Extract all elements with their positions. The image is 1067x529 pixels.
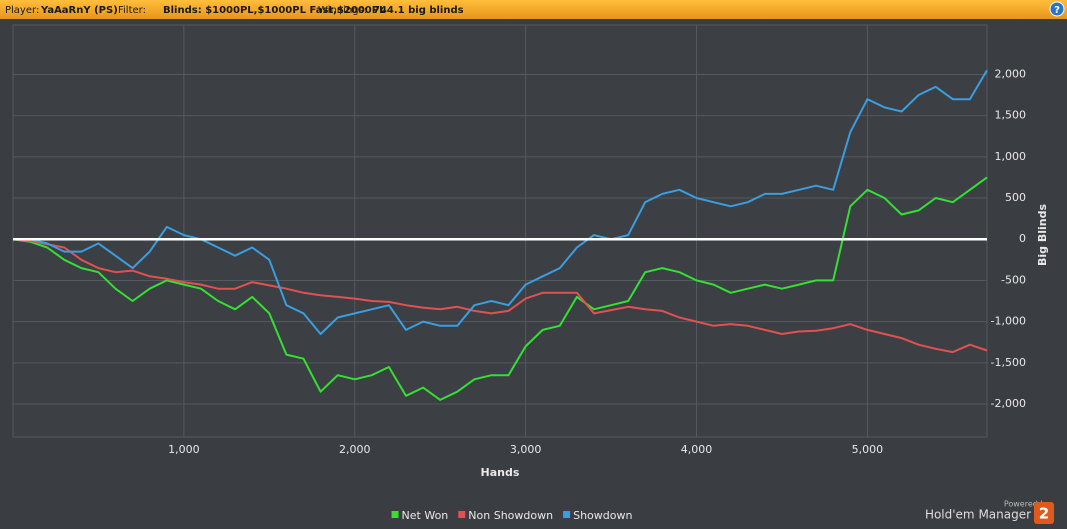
legend-label: Showdown bbox=[573, 509, 632, 522]
player: YaAaRnY (PS) bbox=[40, 5, 118, 16]
y-tick-label: 1,500 bbox=[995, 109, 1027, 122]
y-tick-label: -500 bbox=[1001, 273, 1026, 286]
filter-label: Filter: bbox=[118, 5, 146, 16]
winnings: 744.1 big blinds bbox=[373, 5, 464, 16]
brand-name: Hold'em Manager bbox=[925, 508, 1031, 522]
series-line bbox=[12, 238, 988, 354]
legend-swatch bbox=[563, 511, 571, 518]
legend-label: Net Won bbox=[402, 509, 449, 522]
legend-label: Non Showdown bbox=[468, 509, 553, 522]
y-tick-label: 500 bbox=[1005, 191, 1026, 204]
header: Player: YaAaRnY (PS) Filter: Blinds: $10… bbox=[0, 0, 1067, 19]
y-tick-label: -1,000 bbox=[991, 315, 1026, 328]
y-tick-label: 0 bbox=[1019, 232, 1026, 245]
winnings-label: Winnings: bbox=[318, 5, 367, 16]
header-bar bbox=[0, 0, 1067, 19]
powered-by: Powered by bbox=[1004, 500, 1051, 509]
x-tick-label: 1,000 bbox=[168, 443, 200, 456]
series-line bbox=[12, 176, 988, 401]
brand-logo bbox=[1034, 502, 1054, 524]
x-tick-label: 2,000 bbox=[339, 443, 371, 456]
y-tick-label: 1,000 bbox=[995, 150, 1027, 163]
legend-swatch bbox=[458, 511, 466, 518]
brand-logo-text: 2 bbox=[1039, 505, 1049, 523]
series-line bbox=[13, 69, 988, 335]
x-tick-label: 5,000 bbox=[852, 443, 884, 456]
y-tick-label: 2,000 bbox=[995, 67, 1027, 80]
y-tick-label: -1,500 bbox=[991, 356, 1026, 369]
y-tick-label: -2,000 bbox=[991, 397, 1026, 410]
legend-swatch bbox=[391, 511, 399, 518]
x-tick-label: 3,000 bbox=[510, 443, 542, 456]
help-button[interactable] bbox=[1049, 1, 1065, 17]
x-axis-title: Hands bbox=[481, 466, 520, 479]
legend: Net Won Non Showdown Showdown bbox=[391, 509, 632, 522]
help-icon[interactable]: ? bbox=[1054, 5, 1060, 16]
player-label: Player: bbox=[5, 5, 39, 16]
y-axis-title: Big Blinds bbox=[1036, 204, 1049, 266]
x-tick-label: 4,000 bbox=[681, 443, 713, 456]
filter: Blinds: $1000PL,$1000PL Fast,$2000PL bbox=[163, 5, 386, 16]
